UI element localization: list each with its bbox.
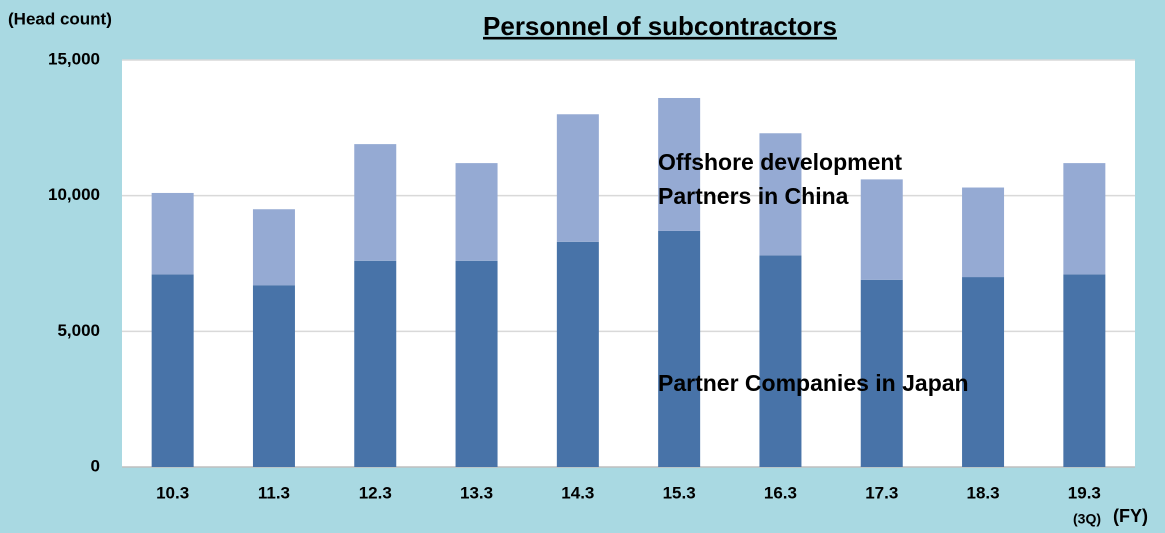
bar-segment <box>151 192 194 275</box>
series-label: Partner Companies in Japan <box>658 370 969 396</box>
x-tick-label: 19.3 <box>1068 483 1101 502</box>
x-tick-label: 18.3 <box>967 483 1000 502</box>
x-tick-label: 14.3 <box>561 483 594 502</box>
y-tick-label: 5,000 <box>57 321 100 340</box>
x-tick-label: 10.3 <box>156 483 189 502</box>
x-tick-label: 15.3 <box>663 483 696 502</box>
bar-segment <box>759 133 802 256</box>
bar-segment <box>556 114 599 242</box>
y-tick-label: 15,000 <box>48 49 100 68</box>
bar-segment <box>962 277 1005 467</box>
bar-segment <box>658 97 701 231</box>
bar-segment <box>354 260 397 467</box>
bar-segment <box>151 274 194 467</box>
bar-segment <box>455 163 498 261</box>
x-tick-label: 13.3 <box>460 483 493 502</box>
bar-segment <box>556 241 599 467</box>
bar-segment <box>1063 163 1106 275</box>
y-tick-label: 10,000 <box>48 185 100 204</box>
y-tick-label: 0 <box>91 456 100 475</box>
y-axis-label: (Head count) <box>8 9 112 28</box>
series-label: Offshore development Partners in China <box>658 149 903 209</box>
bar-segment <box>455 260 498 467</box>
x-tick-label: 12.3 <box>359 483 392 502</box>
x-tick-label: 16.3 <box>764 483 797 502</box>
chart-title: Personnel of subcontractors <box>483 11 837 41</box>
bar-segment <box>252 285 295 467</box>
bar-segment <box>1063 274 1106 467</box>
bar-segment <box>658 230 701 467</box>
bar-segment <box>252 209 295 286</box>
x-tick-label: 17.3 <box>865 483 898 502</box>
x-tick-label: 11.3 <box>258 483 290 502</box>
x-axis-label: (FY) <box>1113 506 1148 526</box>
bar-segment <box>354 144 397 261</box>
bar-segment <box>860 179 903 280</box>
bar-segment <box>759 255 802 467</box>
bar-segment <box>860 279 903 467</box>
bar-segment <box>962 187 1005 278</box>
x-note: (3Q) <box>1073 511 1101 527</box>
